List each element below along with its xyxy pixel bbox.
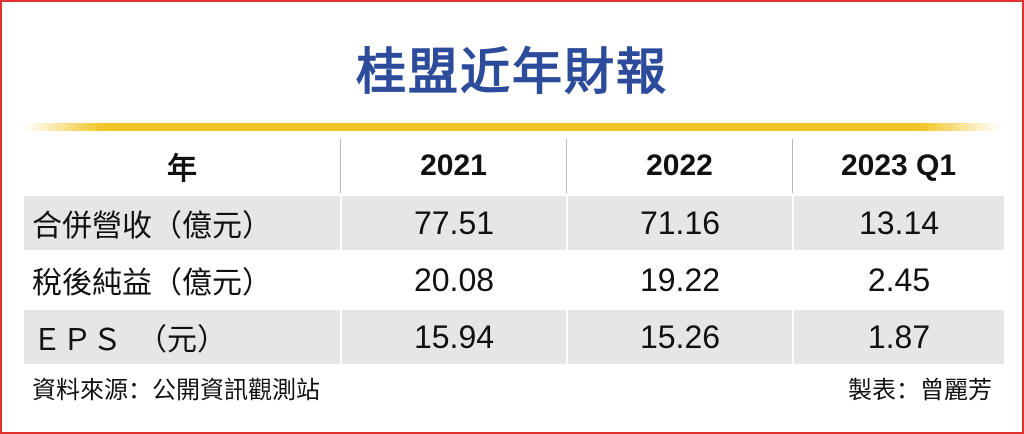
row-label: ＥＰＳ （元） <box>24 310 340 364</box>
cell: 1.87 <box>792 310 1004 364</box>
divider <box>24 123 1000 131</box>
cell: 19.22 <box>566 253 792 307</box>
header-row: 年 2021 2022 2023 Q1 <box>24 139 1004 193</box>
row-label: 合併營收（億元） <box>24 196 340 250</box>
credit: 製表：曾麗芳 <box>848 376 992 404</box>
cell: 20.08 <box>340 253 566 307</box>
column-header: 2022 <box>566 139 792 193</box>
column-header: 2023 Q1 <box>792 139 1004 193</box>
table: 年 2021 2022 2023 Q1 合併營收（億元） 77.51 71.16 13.14… <box>24 136 1004 367</box>
cell: 2.45 <box>792 253 1004 307</box>
column-header: 年 <box>167 153 197 186</box>
table-row: ＥＰＳ （元） 15.94 15.26 1.87 <box>24 310 1004 364</box>
cell: 13.14 <box>792 196 1004 250</box>
column-header: 2021 <box>340 139 566 193</box>
row-label: 稅後純益（億元） <box>32 266 272 301</box>
table-row: 稅後純益（億元） 20.08 19.22 2.45 <box>24 253 1004 307</box>
table-row: 合併營收（億元） 77.51 71.16 13.14 <box>24 196 1004 250</box>
cell: 15.94 <box>340 310 566 364</box>
cell: 71.16 <box>566 196 792 250</box>
source: 資料來源：公開資訊觀測站 <box>32 376 320 404</box>
cell: 15.26 <box>566 310 792 364</box>
cell: 77.51 <box>340 196 566 250</box>
title: 桂盟近年財報 <box>356 43 668 101</box>
